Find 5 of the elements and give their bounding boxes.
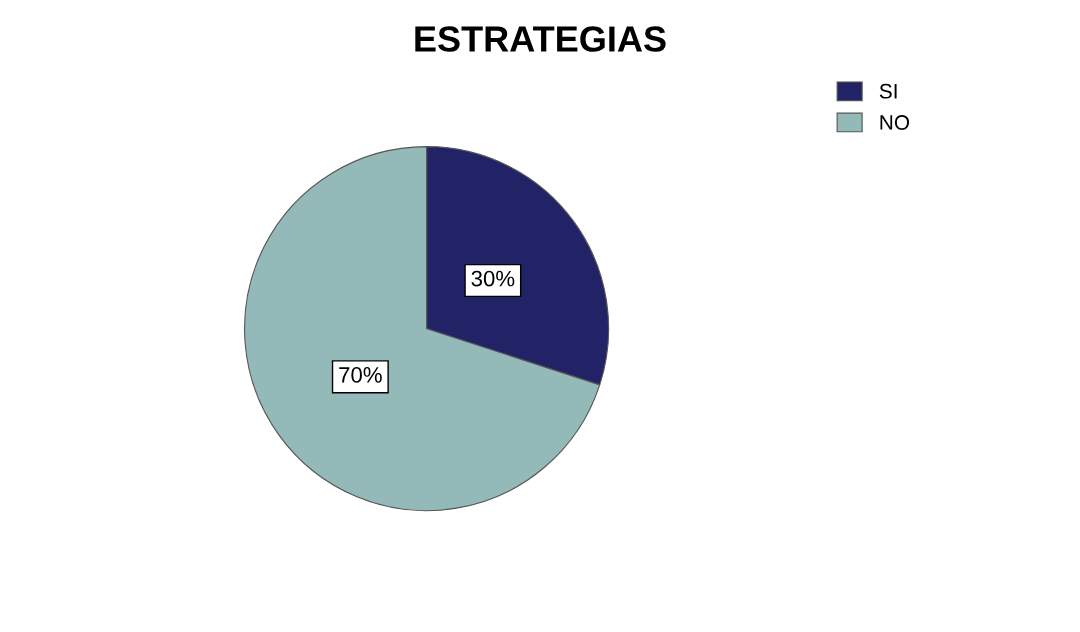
legend-label: NO bbox=[880, 115, 910, 130]
legend-label: SI bbox=[879, 83, 897, 99]
data-label: 70% bbox=[339, 367, 382, 383]
chart-title: ESTRATEGIAS bbox=[415, 26, 666, 52]
data-label: 30% bbox=[471, 270, 515, 287]
